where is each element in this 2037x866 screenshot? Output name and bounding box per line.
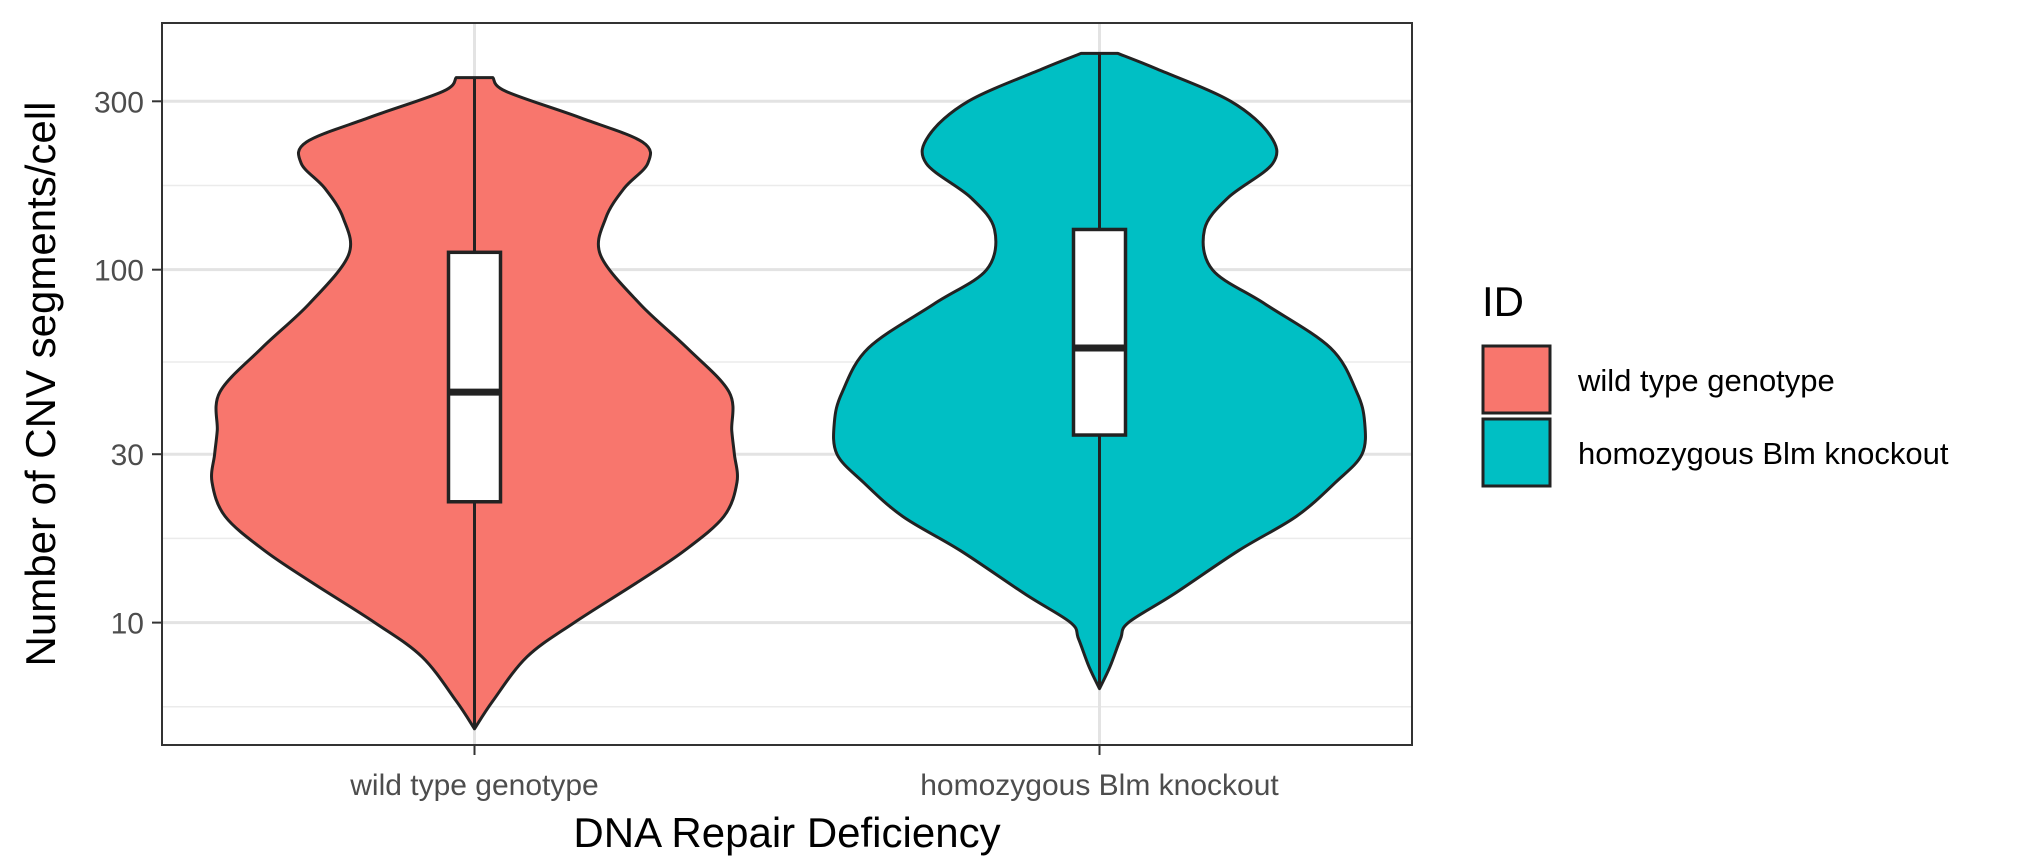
violins	[210, 51, 1367, 731]
y-axis-title: Number of CNV segments/cell	[17, 102, 64, 667]
legend-label-1: homozygous Blm knockout	[1578, 436, 1949, 471]
x-axis-title: DNA Repair Deficiency	[573, 809, 1000, 856]
legend-items: wild type genotype homozygous Blm knockou…	[1481, 344, 1949, 488]
y-tick-label: 300	[94, 86, 144, 119]
plot-panel-border	[161, 22, 1413, 746]
y-tick-label: 100	[94, 255, 144, 288]
legend-key-0	[1481, 344, 1552, 415]
x-tick-label: wild type genotype	[349, 769, 599, 802]
legend-label-0: wild type genotype	[1577, 363, 1835, 398]
box-iqr	[1071, 227, 1128, 437]
legend-title: ID	[1482, 278, 1524, 325]
y-tick-label: 10	[111, 608, 144, 641]
y-tick-label: 30	[111, 439, 144, 472]
legend: ID wild type genotype homozygous Blm knoc…	[1481, 278, 1949, 488]
axes: 10 30 100 300 wild type genotype homozygous B…	[94, 86, 1279, 802]
x-tick-label: homozygous Blm knockout	[920, 769, 1279, 802]
legend-key-1	[1481, 417, 1552, 488]
box-iqr	[446, 250, 503, 504]
